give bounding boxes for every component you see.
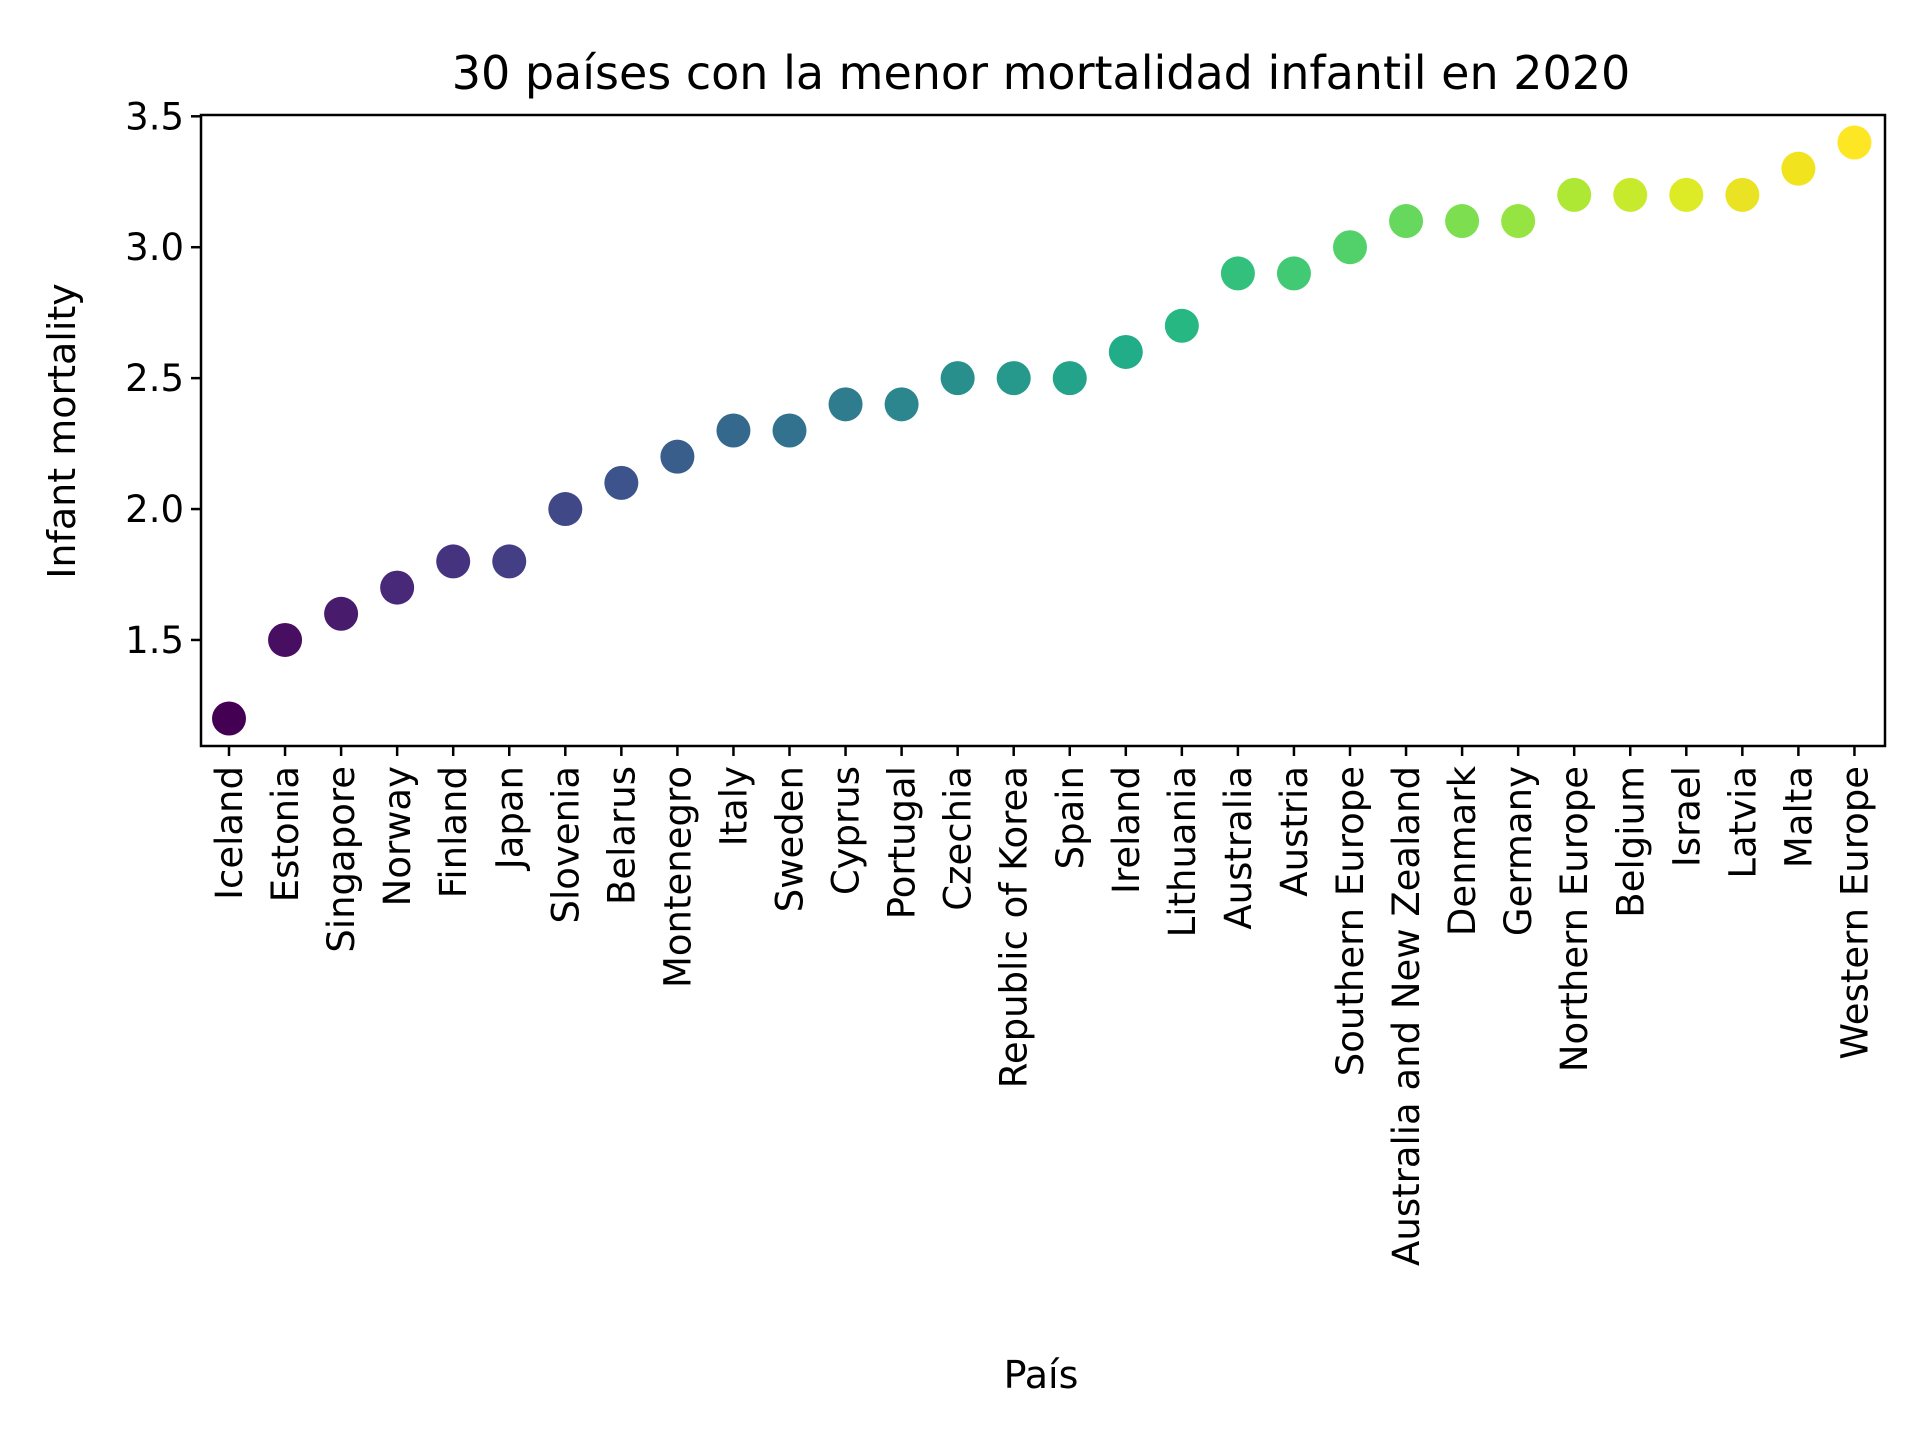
data-point — [1501, 204, 1536, 239]
data-point — [1557, 177, 1592, 212]
data-points — [212, 125, 1872, 736]
x-tick-label: Cyprus — [825, 766, 868, 895]
x-tick-label: Iceland — [208, 766, 251, 900]
data-point — [1445, 204, 1480, 239]
y-axis-ticks: 1.5 2.0 2.5 3.0 3.5 — [125, 95, 201, 662]
data-point — [716, 413, 751, 448]
data-point — [884, 387, 919, 422]
x-axis-label: País — [1004, 1353, 1079, 1397]
x-tick-label: Australia and New Zealand — [1385, 766, 1428, 1266]
y-tick-label: 2.5 — [125, 357, 184, 400]
data-point — [772, 413, 807, 448]
x-tick-label: Denmark — [1441, 765, 1484, 936]
data-point — [268, 622, 303, 657]
data-point — [1276, 256, 1311, 291]
x-tick-label: Australia — [1217, 766, 1260, 930]
data-point — [940, 361, 975, 396]
x-tick-label: Belarus — [600, 766, 643, 905]
data-point — [996, 361, 1031, 396]
data-point — [1725, 177, 1760, 212]
x-tick-label: Israel — [1665, 766, 1708, 867]
data-point — [1669, 177, 1704, 212]
x-tick-label: Slovenia — [544, 766, 587, 923]
y-tick-label: 3.0 — [125, 226, 184, 269]
x-tick-label: Norway — [376, 766, 419, 906]
data-point — [1164, 308, 1199, 343]
data-point — [380, 570, 415, 605]
x-tick-label: Singapore — [320, 766, 363, 953]
data-point — [828, 387, 863, 422]
x-tick-label: Japan — [488, 766, 531, 871]
x-tick-label: Italy — [712, 766, 755, 846]
x-tick-label: Lithuania — [1161, 766, 1204, 937]
x-tick-label: Austria — [1273, 766, 1316, 897]
data-point — [1333, 230, 1367, 265]
chart-title: 30 países con la menor mortalidad infant… — [452, 46, 1631, 100]
x-tick-label: Sweden — [769, 766, 812, 912]
data-point — [548, 492, 583, 527]
x-tick-label: Latvia — [1721, 766, 1764, 879]
data-point — [324, 596, 359, 631]
x-tick-label: Ireland — [1105, 766, 1148, 894]
y-tick-label: 1.5 — [125, 619, 184, 662]
data-point — [1781, 151, 1816, 186]
x-tick-label: Western Europe — [1833, 766, 1876, 1060]
x-tick-label: Republic of Korea — [993, 766, 1036, 1088]
x-tick-label: Belgium — [1609, 766, 1652, 918]
data-point — [1613, 177, 1648, 212]
x-tick-label: Spain — [1049, 766, 1092, 869]
data-point — [604, 465, 639, 500]
x-tick-label: Malta — [1777, 766, 1820, 868]
data-point — [212, 701, 246, 736]
x-tick-label: Northern Europe — [1553, 766, 1596, 1072]
data-point — [436, 544, 471, 579]
x-tick-label: Montenegro — [656, 766, 699, 988]
data-point — [1052, 361, 1087, 396]
data-point — [1837, 125, 1872, 160]
data-point — [1220, 256, 1255, 291]
x-tick-label: Estonia — [264, 766, 307, 902]
data-point — [1389, 204, 1424, 239]
x-tick-label: Germany — [1497, 766, 1540, 936]
data-point — [492, 544, 527, 579]
data-point — [660, 439, 695, 474]
plot-frame — [199, 113, 1887, 748]
x-tick-label: Southern Europe — [1329, 766, 1372, 1076]
x-tick-label: Portugal — [881, 766, 924, 919]
x-tick-label: Finland — [432, 766, 475, 898]
y-axis-label: Infant mortality — [40, 283, 84, 579]
y-tick-label: 2.0 — [125, 488, 184, 531]
y-tick-label: 3.5 — [125, 95, 184, 138]
x-axis-ticks: Iceland Estonia Singapore Norway Finland Japa… — [208, 746, 1876, 1266]
x-tick-label: Czechia — [937, 766, 980, 911]
data-point — [1108, 334, 1143, 369]
